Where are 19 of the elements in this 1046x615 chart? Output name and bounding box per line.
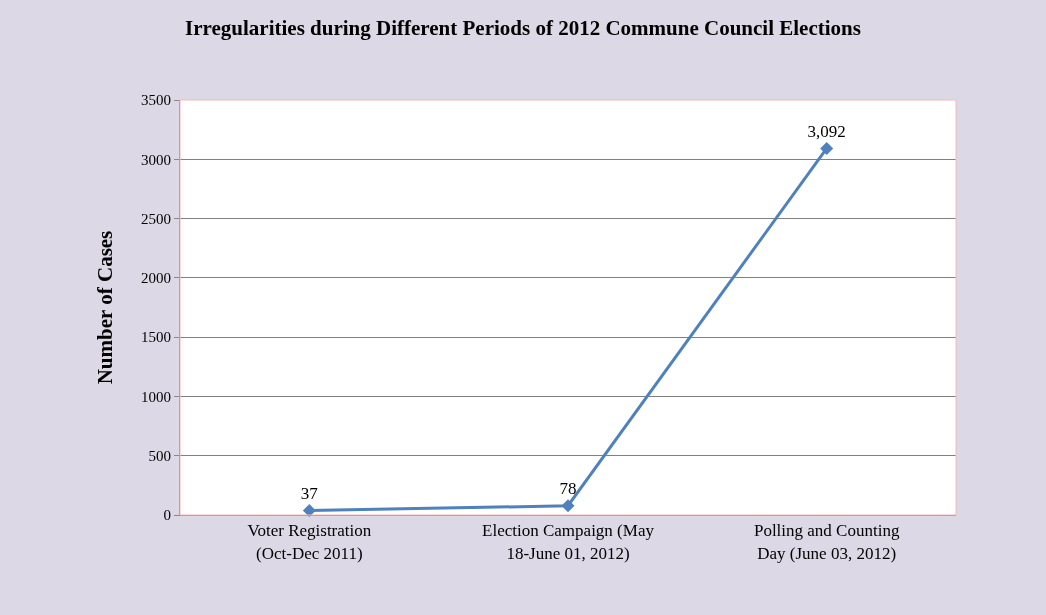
y-tick-label: 1000 [141, 388, 171, 405]
y-axis-title: Number of Cases [93, 230, 118, 385]
data-label: 3,092 [807, 121, 846, 141]
point [561, 499, 575, 513]
y-tick-label: 3000 [141, 151, 171, 168]
x-tick-label: Polling and Counting Day (June 03, 2012) [753, 521, 900, 563]
y-tick-label: 1500 [141, 329, 171, 346]
x-tick-label: Election Campaign (May 18-June 01, 2012) [482, 521, 655, 563]
y-tick-label: 0 [163, 507, 171, 524]
data-label: 37 [300, 484, 319, 504]
y-tick-label: 500 [148, 447, 171, 464]
point [302, 504, 316, 518]
y-tick-label: 3500 [141, 92, 171, 109]
y-tick-label: 2500 [141, 210, 171, 227]
y-tick-label: 2000 [141, 270, 171, 287]
point [820, 141, 834, 155]
data-label: 78 [559, 479, 577, 499]
x-tick-label: Voter Registration (Oct-Dec 2011) [247, 521, 372, 563]
chart-title: Irregularities during Different Periods of 2012 Commune Council Elections [185, 16, 861, 41]
